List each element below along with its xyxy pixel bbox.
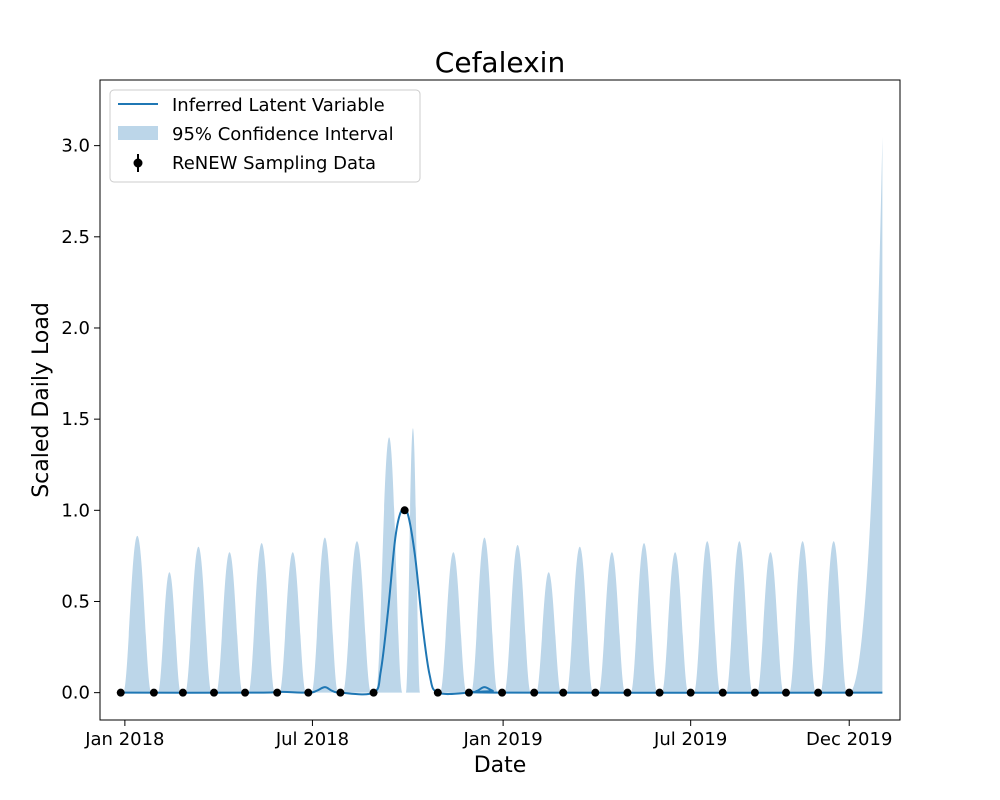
sampling-data-point (750, 688, 759, 697)
y-tick-label: 0.0 (61, 683, 90, 704)
plot-frame (99, 79, 901, 721)
confidence-band-segment (849, 136, 883, 693)
confidence-band-segment (375, 437, 403, 693)
confidence-band-segment (342, 541, 372, 693)
legend-label-latent: Inferred Latent Variable (172, 95, 385, 116)
confidence-band-segment (630, 543, 658, 693)
confidence-band-segment (311, 537, 339, 693)
confidence-band-segment (726, 541, 753, 693)
confidence-band-segment (661, 552, 689, 693)
legend-box (109, 89, 421, 183)
x-axis-label: Date (474, 753, 527, 778)
sampling-point-layer (116, 506, 854, 697)
sampling-data-point (116, 688, 125, 697)
sampling-data-point (559, 688, 568, 697)
sampling-data-point (814, 688, 823, 697)
y-tick-label: 2.5 (61, 227, 90, 248)
chart-title: Cefalexin (435, 46, 565, 79)
sampling-data-point (273, 688, 282, 697)
sampling-data-point (241, 688, 250, 697)
sampling-data-point (178, 688, 187, 697)
x-tick-label: Jul 2018 (275, 729, 349, 750)
sampling-data-point (782, 688, 791, 697)
x-tick-label: Jan 2018 (84, 729, 164, 750)
sampling-data-point (498, 688, 507, 697)
sampling-data-point (336, 688, 345, 697)
sampling-data-point (718, 688, 727, 697)
confidence-band-segment (405, 428, 420, 693)
confidence-band-segment (598, 552, 626, 693)
legend-band-swatch (118, 126, 158, 140)
sampling-data-point (433, 688, 442, 697)
confidence-band-segment (566, 546, 594, 693)
sampling-data-point (623, 688, 632, 697)
y-axis-label: Scaled Daily Load (29, 302, 54, 498)
confidence-band-layer (123, 136, 883, 693)
x-tick-label: Dec 2019 (806, 729, 892, 750)
sampling-data-point (304, 688, 313, 697)
legend-label-sampling: ReNEW Sampling Data (172, 153, 376, 174)
confidence-band-segment (157, 572, 181, 693)
confidence-band-segment (440, 552, 467, 693)
confidence-band-segment (536, 572, 562, 693)
sampling-data-point (209, 688, 218, 697)
x-tick-label: Jan 2019 (462, 729, 542, 750)
confidence-band-segment (248, 543, 275, 693)
sampling-data-point (369, 688, 378, 697)
y-tick-label: 3.0 (61, 136, 90, 157)
confidence-band-segment (123, 535, 152, 693)
sampling-data-point (530, 688, 539, 697)
confidence-band-segment (789, 541, 816, 693)
confidence-band-segment (185, 546, 212, 693)
confidence-band-segment (504, 544, 531, 693)
legend-label-interval: 95% Confidence Interval (172, 124, 394, 145)
y-tick-label: 1.5 (61, 409, 90, 430)
confidence-band-segment (757, 552, 784, 693)
sampling-data-point (845, 688, 854, 697)
sampling-data-point (464, 688, 473, 697)
sampling-data-point (655, 688, 664, 697)
sampling-data-point (686, 688, 695, 697)
sampling-data-point (400, 506, 409, 515)
confidence-band-segment (279, 552, 306, 693)
confidence-band-segment (471, 537, 498, 693)
y-axis-ticks: 0.0 0.5 1.0 1.5 2.0 2.5 3.0 (61, 136, 100, 704)
legend: Inferred Latent Variable 95% Confidence … (109, 89, 421, 183)
x-axis-ticks: Jan 2018 Jul 2018 Jan 2019 Jul 2019 Dec 2019 (84, 720, 892, 750)
sampling-data-point (591, 688, 600, 697)
y-tick-label: 2.0 (61, 318, 90, 339)
y-tick-label: 0.5 (61, 591, 90, 612)
confidence-band-segment (820, 541, 847, 693)
confidence-band-segment (216, 552, 243, 693)
legend-point-swatch (133, 158, 143, 168)
confidence-band-segment (694, 541, 721, 693)
sampling-data-point (149, 688, 158, 697)
x-tick-label: Jul 2019 (653, 729, 727, 750)
y-tick-label: 1.0 (61, 500, 90, 521)
